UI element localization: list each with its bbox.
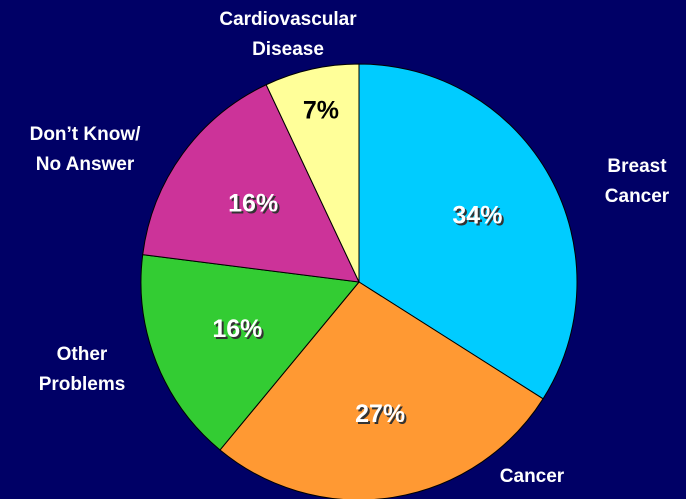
value-label-shadow: 34% [454,203,504,231]
value-label: 34% [452,201,502,229]
value-label-shadow: 16% [214,317,264,345]
category-label: Breast [607,156,667,177]
category-label: Problems [39,374,126,395]
value-label: 7% [303,96,339,124]
pie-slice [358,63,578,400]
pie-slice [265,63,360,283]
category-label: Other [57,344,108,365]
value-label-shadow: 27% [357,402,407,430]
category-label: Cancer [500,466,565,487]
pie-slice [142,84,360,283]
category-label: Cancer [605,186,670,207]
category-label: Don’t Know/ [30,124,142,145]
category-label: No Answer [36,154,135,175]
value-label: 27% [355,400,405,428]
value-label-shadow: 16% [230,192,280,220]
category-label: Disease [252,39,324,60]
value-label: 16% [228,190,278,218]
pie-slice [219,281,544,499]
value-label: 16% [212,315,262,343]
category-label: Cardiovascular [219,9,357,30]
pie-slice [140,254,360,451]
